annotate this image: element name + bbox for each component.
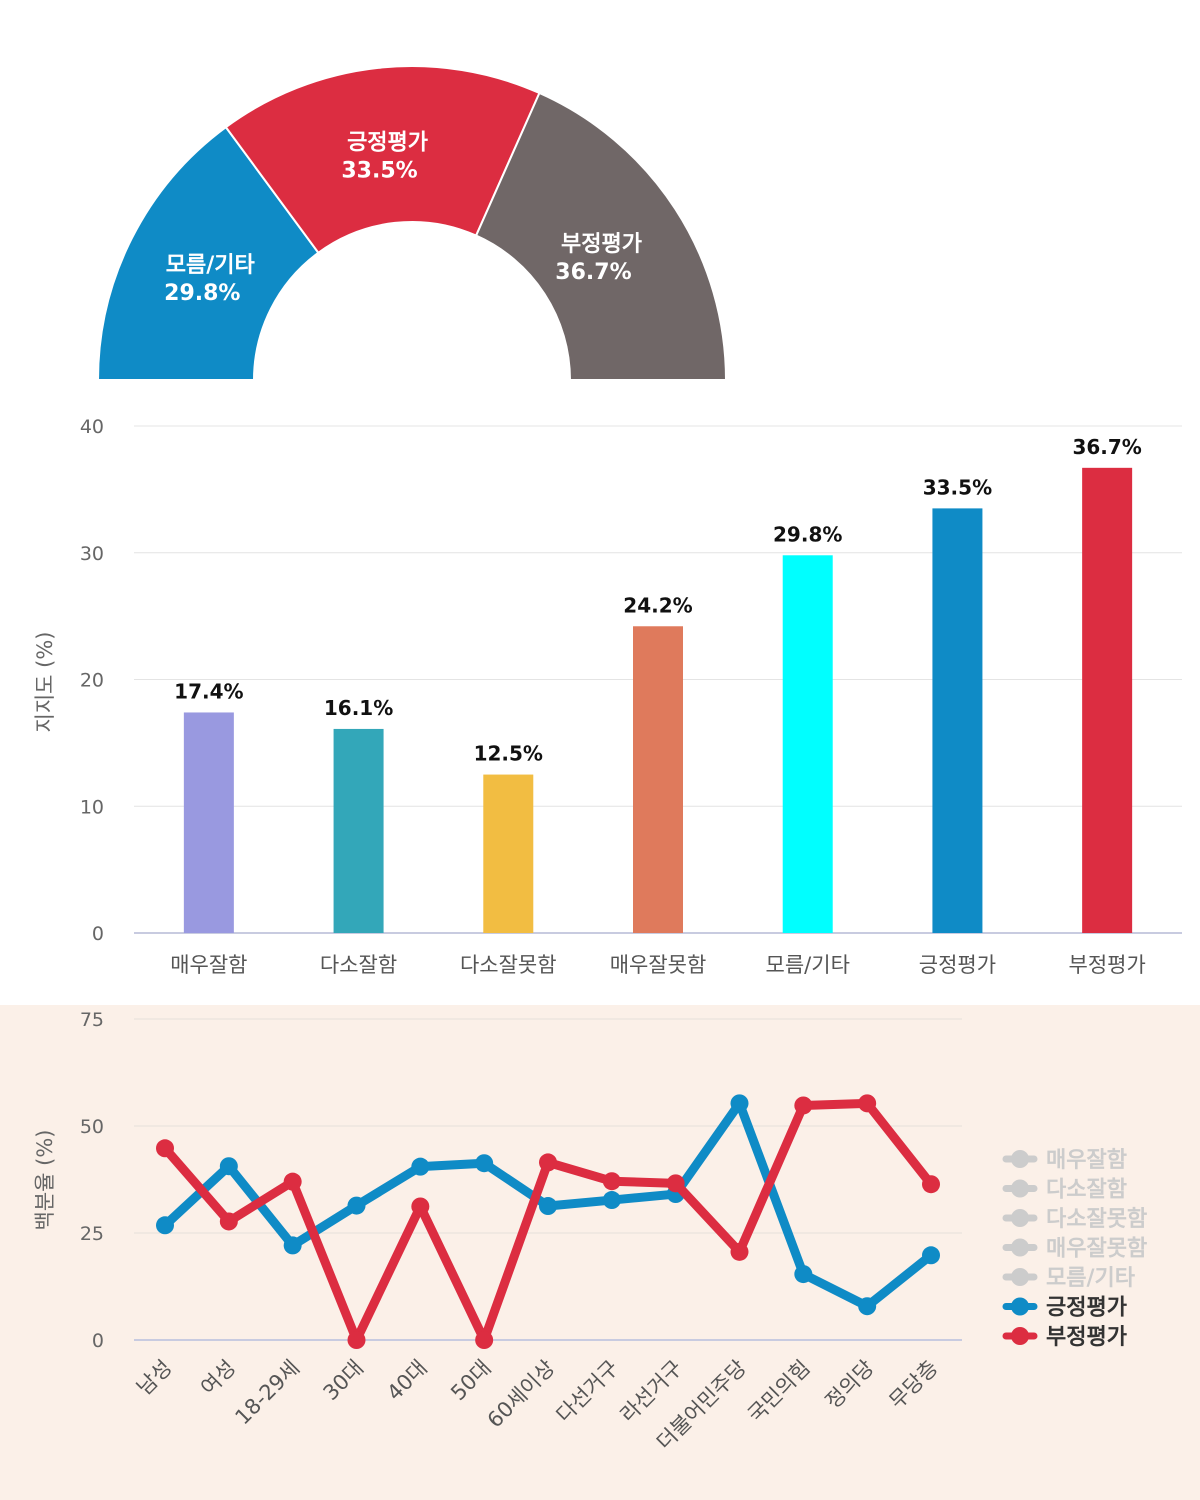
bar-value-label: 33.5% (923, 475, 992, 499)
bar-category-label: 다소잘못함 (460, 953, 557, 977)
series-point (475, 1331, 494, 1349)
legend-item: 모름/기타 (1046, 1266, 1136, 1291)
donut-slice-2 (224, 65, 541, 255)
series-point (219, 1212, 238, 1231)
line-y-tick: 0 (92, 1330, 104, 1352)
bar-category-label: 매우잘못함 (610, 953, 707, 977)
bar-value-label: 29.8% (773, 522, 842, 546)
donut-slice-value: 36.7% (555, 260, 631, 285)
bar-chart: 지지도 (%) 0 10 20 30 40 17.4% 매우잘함 16.1% 다소잘함 12.5%… (0, 400, 1200, 1000)
semi-donut-svg: 모름/기타 29.8% 긍정평가 33.5% 부정평가 36.7% (96, 65, 728, 381)
bar-chart-svg: 지지도 (%) 0 10 20 30 40 17.4% 매우잘함 16.1% 다소잘함 12.5%… (33, 416, 1182, 977)
legend-marker (1011, 1327, 1029, 1345)
bar-value-label: 12.5% (474, 742, 543, 766)
bar-y-tick: 30 (80, 543, 104, 565)
line-y-axis-label: 백분율 (%) (33, 1130, 57, 1231)
legend-item: 다소잘못함 (1046, 1207, 1147, 1232)
line-category-label: 국민의힘 (743, 1356, 815, 1428)
bar-category-label: 모름/기타 (766, 953, 850, 977)
legend-item: 긍정평가 (1046, 1296, 1127, 1321)
line-chart: 백분율 (%) 0 25 50 75 남성 여성 18-29세 30대 40대 50대 60세이상 다… (0, 1005, 1200, 1500)
bar-value-label: 16.1% (324, 696, 393, 720)
donut-slice-label: 모름/기타 (166, 253, 256, 278)
series-point (156, 1139, 174, 1158)
bar-4 (633, 626, 683, 933)
series-point (730, 1094, 749, 1113)
line-category-label: 다선거구 (552, 1356, 624, 1428)
donut-slice-label: 부정평가 (561, 232, 642, 257)
donut-slice-value: 29.8% (164, 281, 240, 306)
series-point (347, 1331, 366, 1349)
series-point (794, 1265, 813, 1284)
bar-category-label: 다소잘함 (320, 953, 397, 977)
line-y-tick: 25 (80, 1223, 104, 1245)
series-point (411, 1197, 430, 1216)
series-point (794, 1096, 813, 1115)
line-category-label: 남성 (132, 1356, 176, 1400)
legend-marker (1011, 1297, 1029, 1316)
series-point (156, 1216, 174, 1235)
series-point (858, 1094, 877, 1113)
legend-marker (1011, 1179, 1029, 1198)
line-category-label: 30대 (319, 1356, 369, 1406)
series-point (539, 1197, 557, 1216)
series-point (539, 1153, 557, 1172)
series-point (666, 1174, 685, 1193)
line-y-tick: 50 (80, 1116, 104, 1138)
series-point (602, 1172, 621, 1191)
line-category-label: 여성 (196, 1356, 240, 1400)
bar-3 (483, 774, 534, 933)
series-point (922, 1246, 940, 1265)
line-category-label: 무당층 (885, 1356, 943, 1414)
series-point (730, 1242, 749, 1261)
series-point (475, 1154, 494, 1173)
line-category-label: 60세이상 (483, 1356, 560, 1433)
line-y-tick: 75 (80, 1009, 104, 1031)
bar-category-label: 긍정평가 (919, 953, 996, 977)
legend-item: 매우잘함 (1046, 1148, 1127, 1173)
donut-slice-label: 긍정평가 (347, 130, 428, 155)
series-point (602, 1191, 621, 1210)
legend-marker (1011, 1150, 1029, 1168)
series-line (160, 1098, 936, 1345)
bar-1 (183, 712, 234, 933)
legend-marker (1011, 1238, 1029, 1257)
legend-item: 다소잘함 (1046, 1178, 1127, 1203)
series-point (283, 1236, 302, 1255)
bar-category-label: 매우잘함 (170, 953, 247, 977)
series-point (219, 1157, 238, 1176)
bar-value-label: 24.2% (623, 593, 692, 617)
donut-slice-1 (96, 125, 320, 381)
bar-category-label: 부정평가 (1069, 953, 1146, 977)
bar-y-tick: 0 (92, 923, 104, 945)
bar-6 (932, 508, 983, 933)
bar-y-axis-label: 지지도 (%) (33, 632, 57, 733)
legend-item: 매우잘못함 (1046, 1237, 1147, 1262)
series-point (922, 1175, 940, 1194)
bar-value-label: 17.4% (174, 679, 243, 703)
bar-2 (333, 728, 384, 933)
line-category-label: 50대 (446, 1356, 496, 1406)
bar-y-tick: 20 (80, 670, 104, 692)
series-point (283, 1172, 302, 1191)
bar-value-label: 36.7% (1072, 435, 1141, 459)
legend-marker (1011, 1268, 1029, 1286)
legend-marker (1011, 1209, 1029, 1227)
series-point (411, 1157, 430, 1176)
line-category-label: 40대 (382, 1356, 432, 1406)
line-category-label: 정의당 (821, 1356, 879, 1414)
series-point (347, 1196, 366, 1215)
bar-7 (1082, 467, 1133, 933)
bar-y-tick: 40 (80, 416, 104, 438)
line-category-label: 18-29세 (230, 1356, 304, 1430)
donut-slice-value: 33.5% (341, 158, 417, 183)
semi-donut-chart: 모름/기타 29.8% 긍정평가 33.5% 부정평가 36.7% (0, 0, 1200, 400)
legend-item: 부정평가 (1046, 1325, 1127, 1350)
bar-5 (782, 555, 833, 933)
bar-y-tick: 10 (80, 796, 104, 818)
series-point (858, 1297, 877, 1316)
donut-slice-3 (474, 91, 728, 381)
